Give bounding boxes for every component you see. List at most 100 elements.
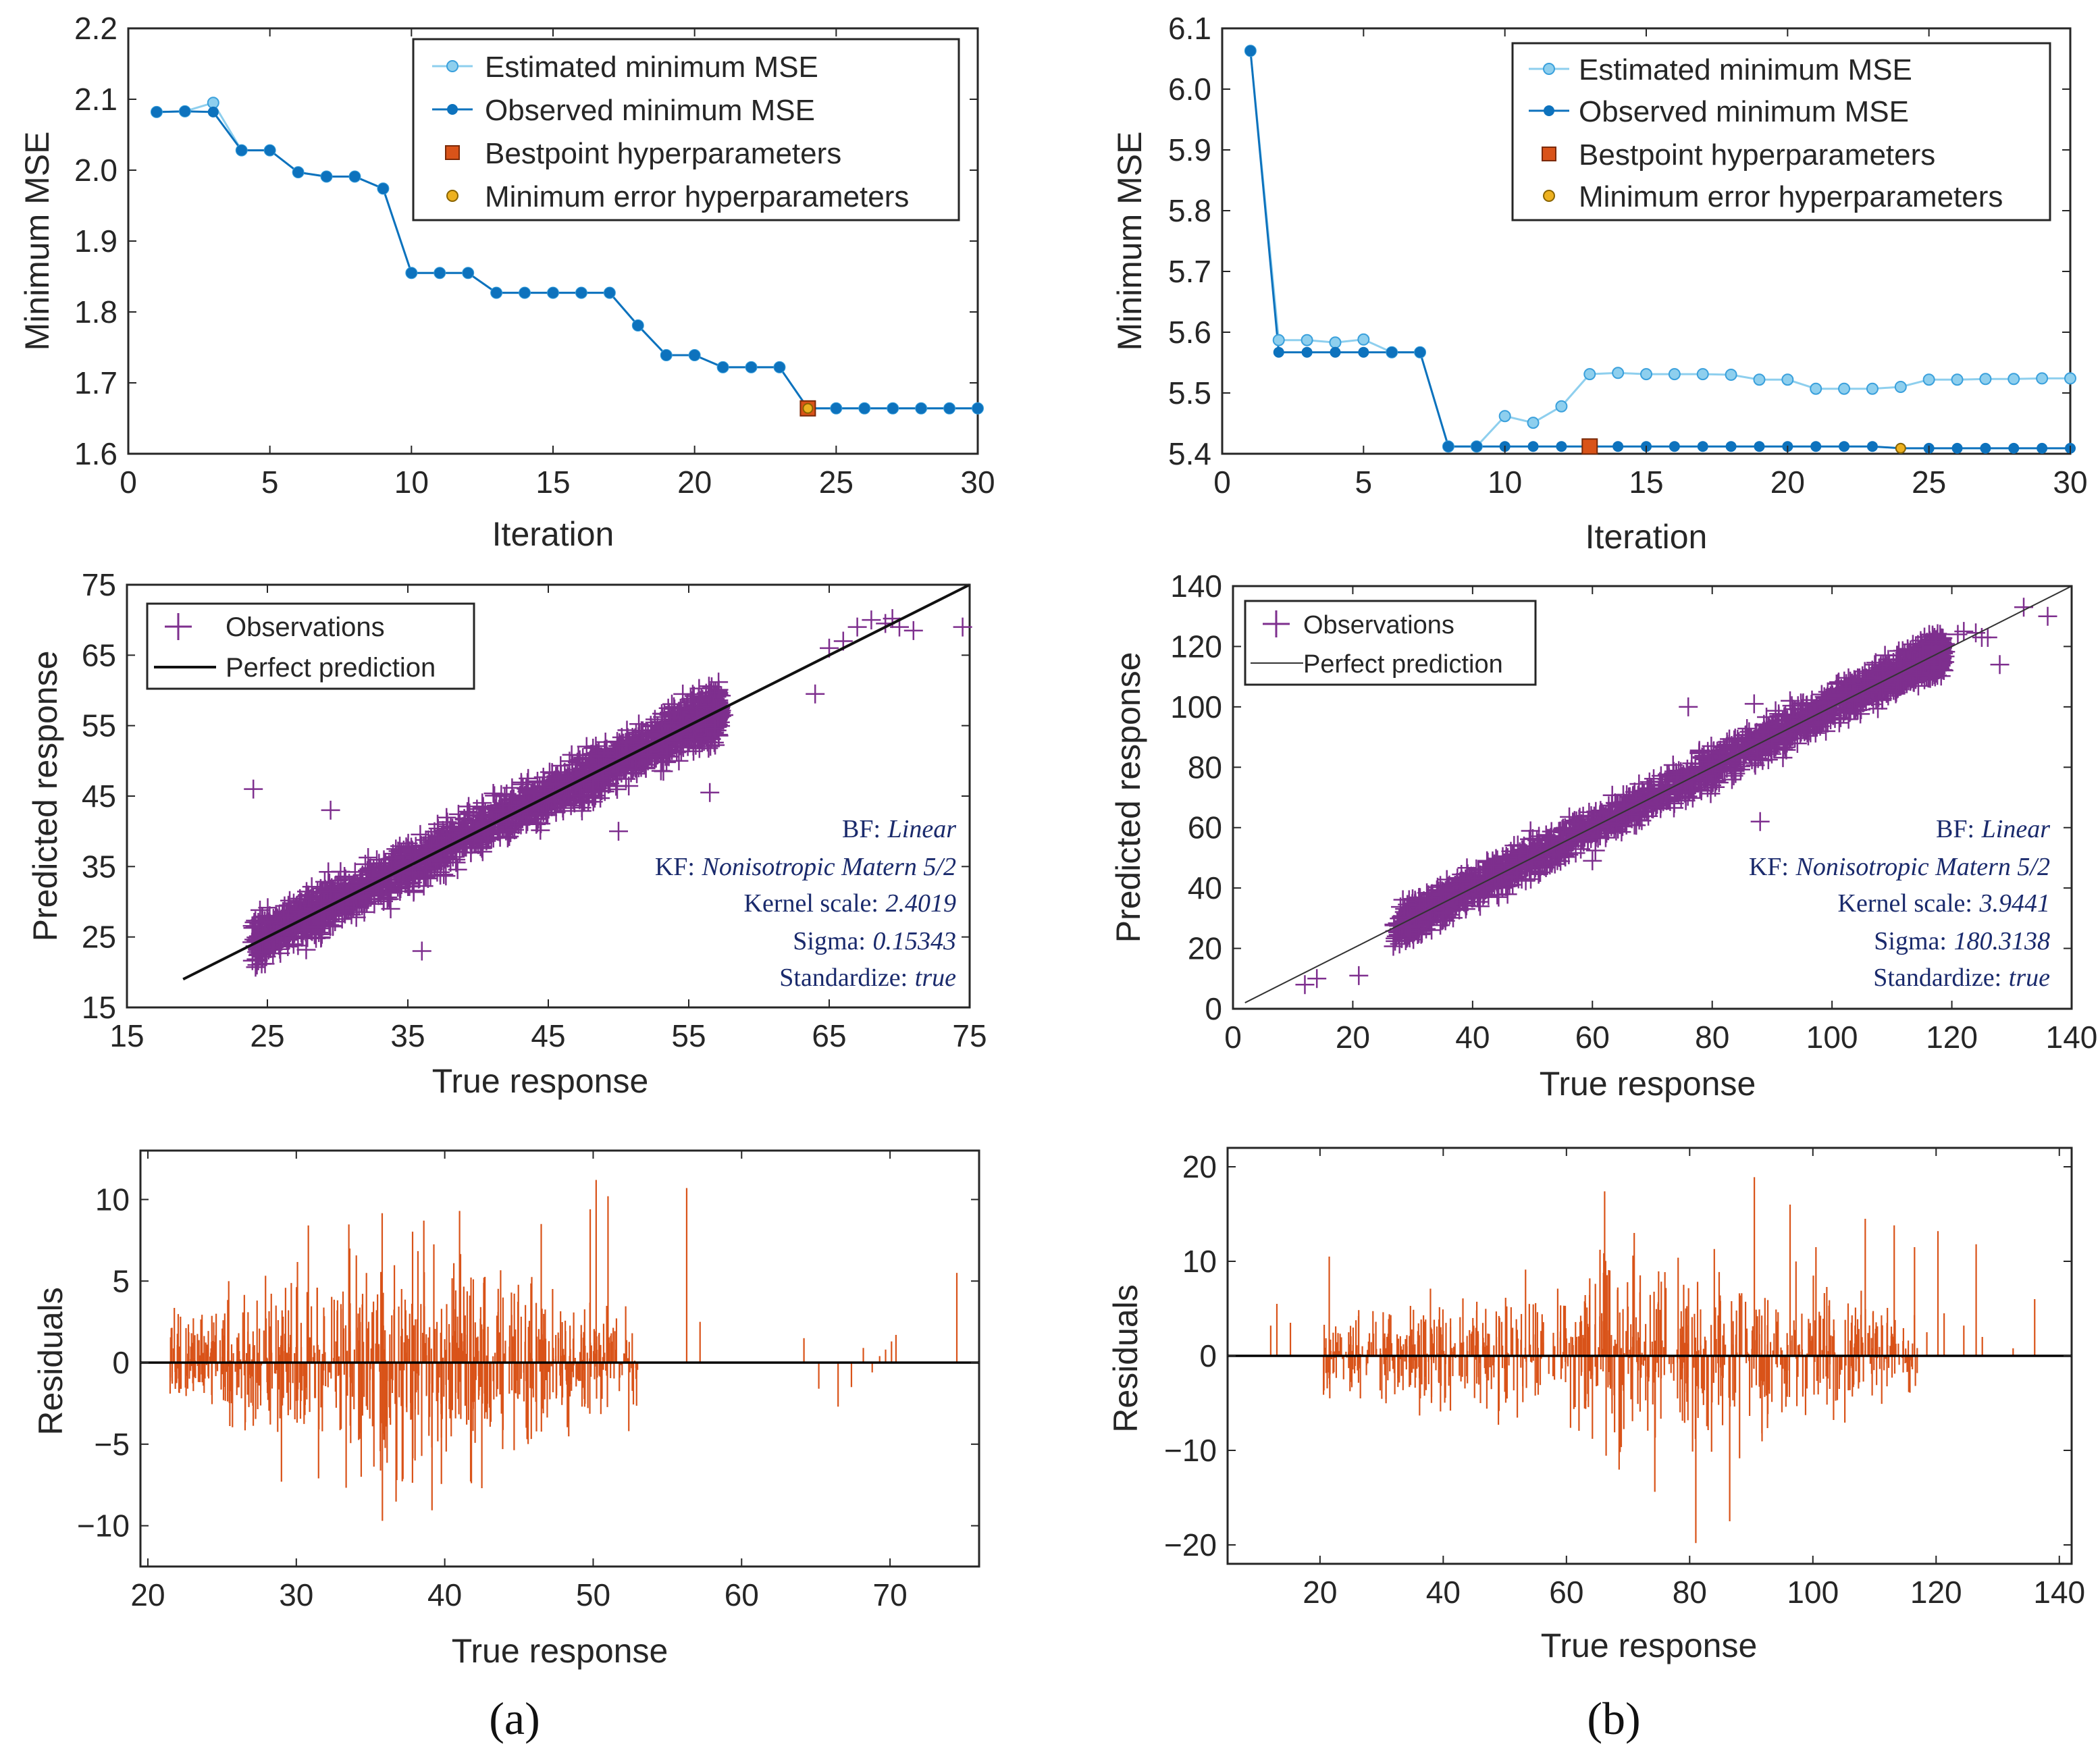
legend: Observations Perfect prediction	[147, 604, 474, 689]
point-estimated	[1274, 335, 1284, 346]
point-observed	[774, 362, 785, 373]
y-tick-label: 15	[82, 990, 116, 1025]
legend-label-bestpoint: Bestpoint hyperparameters	[1579, 138, 1935, 172]
x-axis-label: Iteration	[492, 515, 614, 553]
annotation-kernel-scale: Kernel scale: 2.4019	[744, 889, 956, 918]
y-tick-label: 2.0	[74, 153, 117, 188]
point-observed	[1443, 441, 1454, 452]
annotation-standardize: Standardize: true	[779, 964, 956, 992]
point-estimated	[1641, 369, 1652, 379]
legend-label-minerror: Minimum error hyperparameters	[485, 180, 909, 213]
legend-marker-estimated	[447, 61, 458, 72]
legend-marker-minerror	[1544, 190, 1554, 201]
point-observed	[434, 267, 445, 278]
x-axis-label: Iteration	[1585, 518, 1708, 556]
x-tick-label: 25	[1912, 465, 1946, 500]
point-observed	[1245, 45, 1256, 56]
point-observed	[604, 288, 615, 298]
point-estimated	[1924, 374, 1935, 385]
point-observed	[548, 288, 558, 298]
legend-label-observations: Observations	[226, 612, 385, 642]
point-estimated	[1867, 384, 1878, 394]
point-estimated	[1612, 367, 1623, 378]
point-observed	[576, 288, 587, 298]
point-estimated	[1698, 369, 1708, 379]
point-observed	[1726, 441, 1737, 452]
x-tick-label: 15	[1629, 465, 1663, 500]
point-observed	[1980, 443, 1991, 454]
point-observed	[2037, 443, 2047, 454]
point-observed	[633, 320, 644, 331]
point-observed	[916, 403, 926, 414]
x-tick-label: 15	[535, 465, 570, 500]
minerror-marker	[1896, 444, 1906, 453]
bestpoint-marker	[1582, 439, 1597, 454]
legend-label-perfect: Perfect prediction	[226, 653, 436, 683]
point-observed	[944, 403, 955, 414]
point-observed	[689, 350, 700, 361]
point-estimated	[1839, 384, 1849, 394]
x-axis-label: True response	[432, 1062, 649, 1100]
point-observed	[1302, 347, 1313, 358]
x-tick-label: 10	[1488, 465, 1522, 500]
point-observed	[887, 403, 898, 414]
point-observed	[377, 183, 388, 194]
point-observed	[1415, 347, 1425, 358]
y-tick-label: 1.9	[74, 223, 117, 259]
point-observed	[859, 403, 870, 414]
legend-marker-bestpoint	[446, 146, 459, 159]
annotation-sigma: Sigma: 0.15343	[793, 927, 956, 955]
x-tick-label: 10	[394, 465, 429, 500]
y-tick-label: 5.8	[1168, 193, 1211, 228]
y-tick-label: 45	[82, 779, 116, 814]
x-tick-label: 35	[390, 1018, 425, 1053]
point-observed	[2008, 443, 2019, 454]
point-estimated	[2008, 373, 2019, 384]
x-tick-label: 55	[671, 1018, 706, 1053]
point-estimated	[1782, 374, 1793, 385]
point-observed	[1867, 441, 1878, 452]
point-estimated	[208, 97, 219, 108]
point-estimated	[2065, 373, 2076, 384]
point-observed	[208, 107, 219, 117]
legend-marker-minerror	[447, 190, 458, 201]
y-tick-label: 5.6	[1168, 315, 1211, 350]
y-tick-label: 6.0	[1168, 72, 1211, 107]
point-observed	[1754, 441, 1764, 452]
point-observed	[463, 267, 473, 278]
point-observed	[491, 288, 502, 298]
y-tick-label: 2.1	[74, 82, 117, 117]
point-observed	[718, 362, 729, 373]
point-observed	[746, 362, 757, 373]
y-tick-label: 1.7	[74, 365, 117, 400]
point-estimated	[1726, 369, 1737, 380]
legend: Estimated minimum MSE Observed minimum M…	[413, 39, 959, 220]
x-tick-label: 75	[952, 1018, 987, 1053]
legend-marker-observed	[447, 104, 458, 115]
y-tick-label: 5.9	[1168, 132, 1211, 167]
x-tick-label: 65	[812, 1018, 846, 1053]
legend-label-observed: Observed minimum MSE	[1579, 95, 1909, 128]
point-observed	[1556, 441, 1567, 452]
point-observed	[1528, 441, 1539, 452]
point-estimated	[1895, 381, 1906, 392]
y-tick-label: 25	[82, 920, 116, 955]
point-observed	[1698, 441, 1708, 452]
y-tick-label: 1.8	[74, 294, 117, 330]
annotation-basis-function: BF: Linear	[842, 815, 956, 843]
y-axis-label: Predicted response	[26, 651, 64, 942]
y-tick-label: 1.6	[74, 436, 117, 471]
point-observed	[349, 171, 360, 182]
x-tick-label: 5	[1355, 465, 1373, 500]
x-tick-label: 25	[250, 1018, 284, 1053]
point-observed	[1952, 443, 1963, 454]
point-estimated	[1500, 411, 1511, 421]
point-observed	[1330, 347, 1340, 358]
point-observed	[831, 403, 841, 414]
